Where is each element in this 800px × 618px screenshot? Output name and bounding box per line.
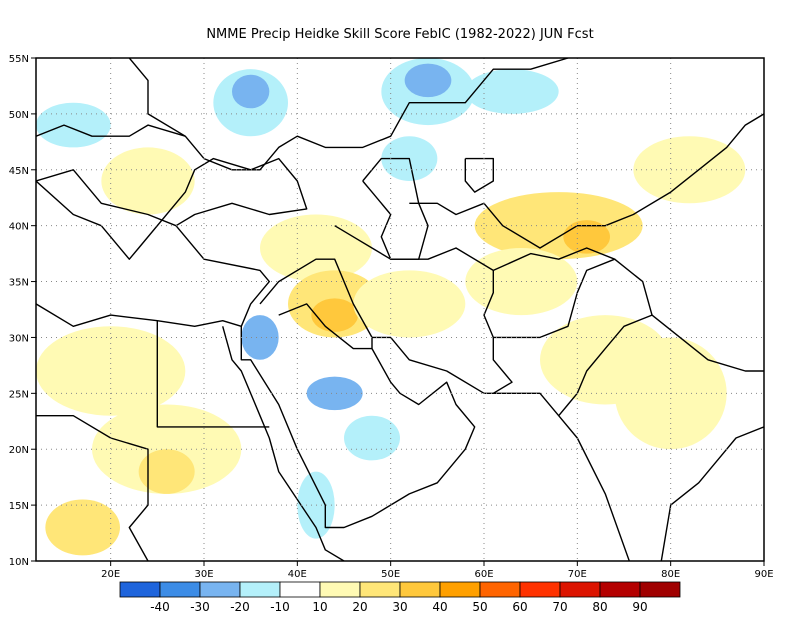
colorbar-label: 20: [352, 600, 367, 614]
colorbar-swatch: [519, 581, 561, 598]
colorbar-label: -40: [150, 600, 170, 614]
coastline-segment: [128, 58, 569, 171]
x-tick-label: 60E: [474, 569, 493, 580]
colorbar-label: 70: [552, 600, 567, 614]
coastline-segment: [156, 320, 270, 428]
skill-field-layer: [36, 58, 746, 556]
coastline-segment: [36, 225, 270, 327]
colorbar-label: 40: [432, 600, 447, 614]
y-tick-label: 20N: [9, 445, 29, 456]
x-tick-label: 70E: [568, 569, 587, 580]
colorbar-label: 30: [392, 600, 407, 614]
y-tick-label: 55N: [9, 54, 29, 65]
colorbar-swatch: [279, 581, 321, 598]
colorbar-label: 50: [472, 600, 487, 614]
colorbar-label: -10: [270, 600, 290, 614]
colorbar: -40 -30 -20 -10 10 20 30 40 50 60 70 80 90: [119, 581, 681, 614]
colorbar-swatch: [199, 581, 241, 598]
coastline-segment: [36, 157, 308, 260]
map-frame: [35, 57, 765, 562]
skill-region-kazakh-east: [633, 136, 746, 204]
colorbar-swatch: [239, 581, 281, 598]
coastline-segment: [558, 258, 653, 417]
x-axis: 20E 30E 40E 50E 60E 70E 80E 90E: [101, 561, 774, 580]
colorbar-swatch: [559, 581, 601, 598]
x-tick-label: 30E: [194, 569, 213, 580]
skill-region-central-asia: [474, 192, 643, 260]
skill-region-iraq-core: [311, 298, 358, 332]
skill-region-saudi-blue: [306, 376, 363, 411]
skill-region-balkans: [101, 147, 195, 215]
coastline-segment: [493, 247, 616, 339]
y-tick-label: 40N: [9, 222, 29, 233]
colorbar-swatch: [639, 581, 681, 598]
skill-region-hungary: [36, 102, 111, 148]
coastline-segment: [36, 415, 149, 561]
y-tick-label: 35N: [9, 278, 29, 289]
colorbar-swatch: [599, 581, 641, 598]
coastline-segment: [278, 303, 372, 350]
coastline-segment: [259, 258, 373, 338]
coastline-segment: [660, 426, 764, 561]
x-tick-label: 40E: [288, 569, 307, 580]
colorbar-swatch: [119, 581, 161, 598]
x-tick-label: 90E: [754, 569, 773, 580]
colorbar-label: -20: [230, 600, 250, 614]
colorbar-label: -30: [190, 600, 210, 614]
colorbar-swatch: [159, 581, 201, 598]
colorbar-label: 90: [632, 600, 647, 614]
colorbar-swatch: [439, 581, 481, 598]
y-tick-label: 30N: [9, 333, 29, 344]
y-tick-label: 10N: [9, 557, 29, 568]
skill-region-sahara-north: [36, 326, 186, 416]
skill-region-tajik: [563, 220, 611, 254]
y-tick-label: 45N: [9, 166, 29, 177]
map-title: NMME Precip Heidke Skill Score FebIC (19…: [206, 27, 594, 42]
x-tick-label: 80E: [661, 569, 680, 580]
skill-region-levant: [241, 315, 279, 360]
colorbar-swatch: [399, 581, 441, 598]
coastline-segment: [651, 314, 764, 372]
y-tick-label: 15N: [9, 501, 29, 512]
x-tick-label: 50E: [381, 569, 400, 580]
y-tick-label: 25N: [9, 389, 29, 400]
colorbar-swatch: [319, 581, 361, 598]
skill-region-kazakh-north: [465, 69, 559, 114]
skill-region-sudan: [138, 449, 195, 494]
skill-region-iran-central: [353, 270, 466, 338]
colorbar-label: 60: [512, 600, 527, 614]
skill-region-volga-core: [404, 63, 452, 98]
y-tick-label: 50N: [9, 110, 29, 121]
skill-region-saudi-east: [344, 415, 400, 461]
x-tick-label: 20E: [101, 569, 120, 580]
y-axis: 10N 15N 20N 25N 30N 35N 40N 45N 50N 55N: [9, 54, 36, 568]
coastline-layer: [36, 58, 764, 561]
coastline-segment: [222, 326, 345, 561]
colorbar-label: 80: [592, 600, 607, 614]
colorbar-label: 10: [312, 600, 327, 614]
colorbar-swatch: [479, 581, 521, 598]
coastline-segment: [36, 124, 186, 137]
coastline-segment: [240, 326, 631, 561]
skill-region-chad: [45, 499, 121, 556]
coastline-segment: [464, 157, 494, 193]
skill-region-turkey-iran: [260, 214, 372, 282]
skill-region-russia-west-core: [232, 74, 270, 109]
colorbar-swatch: [359, 581, 401, 598]
